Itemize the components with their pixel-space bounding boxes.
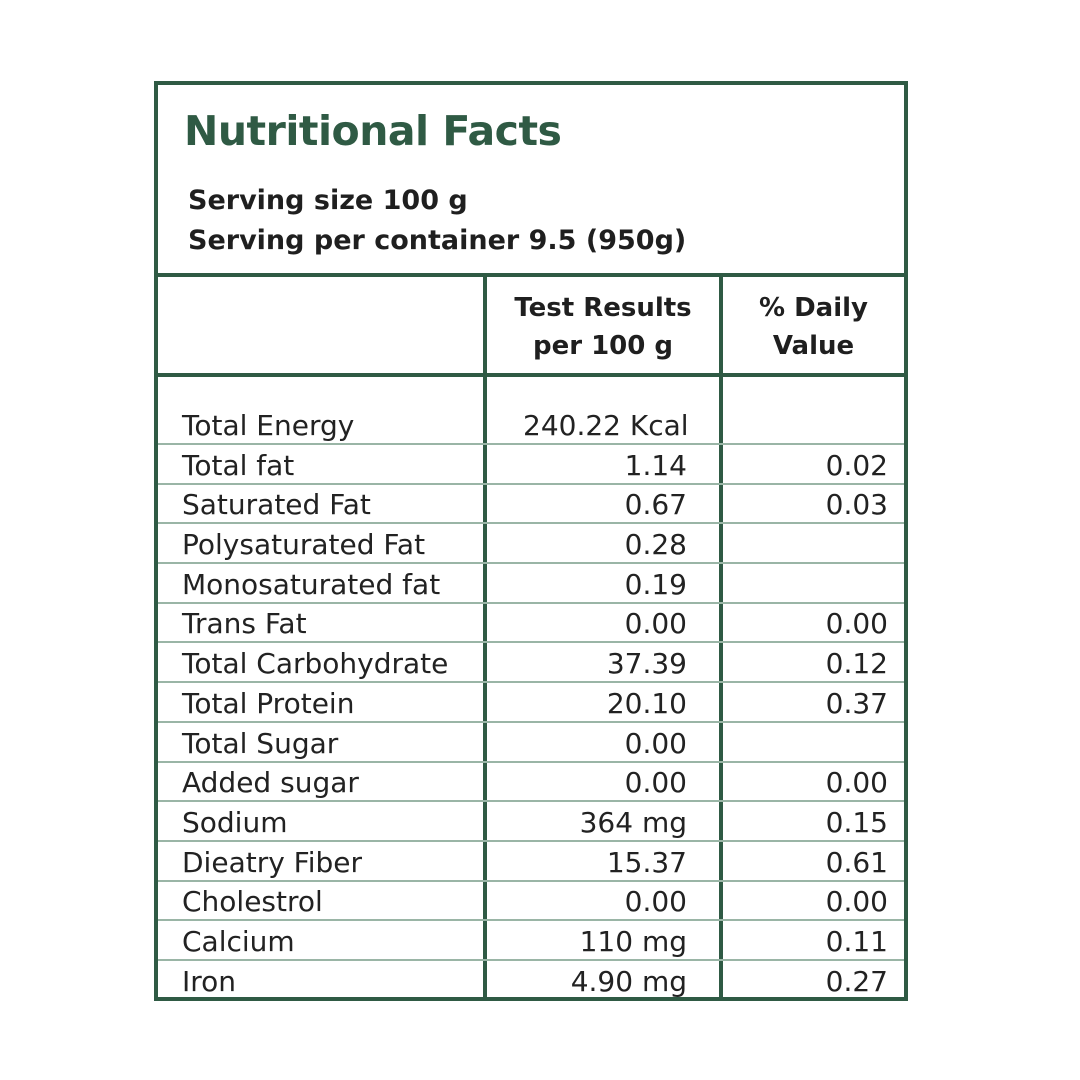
- nutrient-daily-value: 0.15: [825, 805, 888, 839]
- nutrient-value: 0.28: [624, 528, 687, 562]
- table-row: Cholestrol 0.00 0.00: [158, 880, 904, 922]
- row-separator: [158, 443, 904, 445]
- nutrient-value: 0.00: [624, 766, 687, 800]
- nutrient-value: 4.90 mg: [570, 964, 687, 998]
- column-header-test-results: Test Results per 100 g: [514, 293, 692, 361]
- nutrient-daily-value: 0.61: [825, 845, 888, 879]
- nutrient-name: Total Carbohydrate: [182, 647, 449, 681]
- nutrient-daily-value: 0.12: [825, 647, 888, 681]
- nutrient-daily-value: 0.00: [825, 607, 888, 641]
- row-separator: [158, 482, 904, 485]
- nutrient-daily-value: 0.03: [825, 488, 888, 522]
- row-separator: [158, 681, 904, 684]
- nutrient-value: 15.37: [606, 845, 687, 879]
- nutrition-facts-panel: Nutritional Facts Serving size 100 g Ser…: [154, 81, 908, 1001]
- nutrient-value: 0.00: [624, 726, 687, 760]
- column-header-daily-value: % Daily Value: [758, 293, 868, 361]
- column-header-row: Test Results per 100 g % Daily Value: [158, 277, 904, 377]
- table-row: Total Carbohydrate 37.39 0.12: [158, 641, 904, 684]
- nutrient-name: Monosaturated fat: [182, 567, 441, 601]
- nutrient-value: 110 mg: [579, 924, 687, 958]
- nutrient-name: Total Protein: [182, 686, 355, 720]
- table-row: Sodium 364 mg 0.15: [158, 800, 904, 842]
- row-separator: [158, 800, 904, 803]
- nutrient-name: Polysaturated Fat: [182, 528, 426, 562]
- table-row: Total Sugar 0.00: [158, 721, 904, 763]
- nutrient-name: Trans Fat: [182, 607, 307, 641]
- column-divider: [719, 277, 723, 997]
- nutrient-value: 240.22 Kcal: [523, 409, 689, 442]
- table-row: Total Protein 20.10 0.37: [158, 681, 904, 723]
- nutrient-value: 364 mg: [579, 805, 687, 839]
- table-row: Iron 4.90 mg 0.27: [158, 959, 904, 999]
- row-separator: [158, 958, 904, 961]
- nutrient-name: Total fat: [182, 448, 295, 482]
- nutrient-value: 0.67: [624, 488, 687, 522]
- serving-per-container: Serving per container 9.5 (950g): [188, 225, 687, 256]
- table-row: Calcium 110 mg 0.11: [158, 919, 904, 961]
- nutrient-value: 20.10: [606, 686, 687, 720]
- nutrient-daily-value: 0.00: [825, 885, 888, 919]
- row-separator: [158, 562, 904, 565]
- row-separator: [158, 641, 904, 644]
- nutrient-value: 1.14: [624, 448, 687, 482]
- nutrient-name: Sodium: [182, 805, 288, 839]
- nutrient-value: 0.00: [624, 885, 687, 919]
- nutrient-name: Total Energy: [182, 409, 355, 442]
- nutrient-name: Iron: [182, 964, 237, 998]
- nutrient-value: 37.39: [606, 647, 687, 681]
- nutrient-daily-value: 0.11: [825, 924, 888, 958]
- table-row: Polysaturated Fat 0.28: [158, 522, 904, 565]
- table-row: Dieatry Fiber 15.37 0.61: [158, 840, 904, 882]
- nutrient-value: 0.19: [624, 567, 687, 601]
- column-divider: [483, 277, 487, 997]
- row-separator: [158, 720, 904, 723]
- nutrient-name: Saturated Fat: [182, 488, 371, 522]
- nutrient-daily-value: 0.02: [825, 448, 888, 482]
- row-separator: [158, 601, 904, 604]
- nutrient-name: Dieatry Fiber: [182, 845, 363, 879]
- row-separator: [158, 760, 904, 763]
- table-row: Trans Fat 0.00 0.00: [158, 602, 904, 644]
- nutrient-daily-value: 0.27: [825, 964, 888, 998]
- nutrient-name: Total Sugar: [182, 726, 339, 760]
- table-row: Total Energy 240.22 Kcal: [158, 397, 904, 445]
- nutrient-daily-value: 0.00: [825, 766, 888, 800]
- nutrient-table: Total Energy 240.22 Kcal Total fat 1.14 0.02…: [158, 397, 904, 999]
- table-row: Total fat 1.14 0.02: [158, 443, 904, 485]
- row-separator: [158, 919, 904, 922]
- table-row: Added sugar 0.00 0.00: [158, 761, 904, 803]
- row-separator: [158, 522, 904, 525]
- serving-size: Serving size 100 g: [188, 185, 468, 216]
- nutrient-name: Added sugar: [182, 766, 359, 800]
- label-header: Nutritional Facts Serving size 100 g Ser…: [158, 85, 904, 277]
- table-row: Monosaturated fat 0.19: [158, 562, 904, 604]
- nutrient-name: Cholestrol: [182, 885, 323, 919]
- row-separator: [158, 879, 904, 882]
- nutrient-name: Calcium: [182, 924, 295, 958]
- label-title: Nutritional Facts: [184, 107, 562, 155]
- row-separator: [158, 839, 904, 842]
- table-row: Saturated Fat 0.67 0.03: [158, 483, 904, 525]
- nutrient-daily-value: 0.37: [825, 686, 888, 720]
- nutrient-value: 0.00: [624, 607, 687, 641]
